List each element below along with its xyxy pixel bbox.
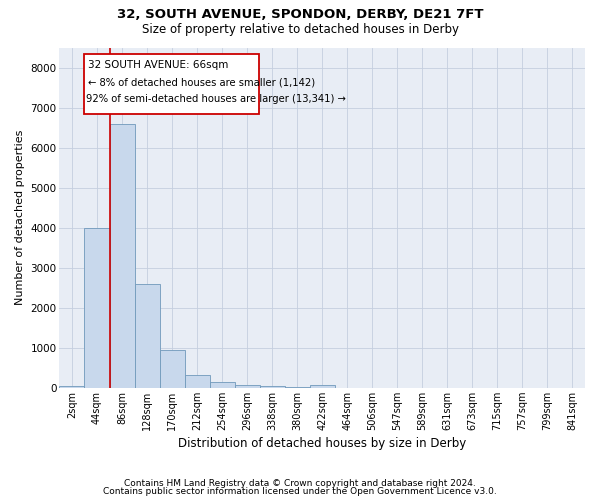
X-axis label: Distribution of detached houses by size in Derby: Distribution of detached houses by size …	[178, 437, 466, 450]
Text: Contains public sector information licensed under the Open Government Licence v3: Contains public sector information licen…	[103, 487, 497, 496]
Bar	[235, 384, 260, 388]
FancyBboxPatch shape	[85, 54, 259, 114]
Bar	[134, 284, 160, 388]
Bar	[59, 386, 85, 388]
Text: 32 SOUTH AVENUE: 66sqm: 32 SOUTH AVENUE: 66sqm	[88, 60, 229, 70]
Text: 92% of semi-detached houses are larger (13,341) →: 92% of semi-detached houses are larger (…	[86, 94, 346, 104]
Text: Size of property relative to detached houses in Derby: Size of property relative to detached ho…	[142, 22, 458, 36]
Bar	[260, 386, 284, 388]
Text: ← 8% of detached houses are smaller (1,142): ← 8% of detached houses are smaller (1,1…	[88, 78, 316, 88]
Y-axis label: Number of detached properties: Number of detached properties	[15, 130, 25, 306]
Bar	[185, 375, 209, 388]
Text: Contains HM Land Registry data © Crown copyright and database right 2024.: Contains HM Land Registry data © Crown c…	[124, 478, 476, 488]
Bar	[85, 228, 110, 388]
Bar	[310, 385, 335, 388]
Bar	[284, 387, 310, 388]
Text: 32, SOUTH AVENUE, SPONDON, DERBY, DE21 7FT: 32, SOUTH AVENUE, SPONDON, DERBY, DE21 7…	[117, 8, 483, 20]
Bar	[110, 124, 134, 388]
Bar	[160, 350, 185, 388]
Bar	[209, 382, 235, 388]
